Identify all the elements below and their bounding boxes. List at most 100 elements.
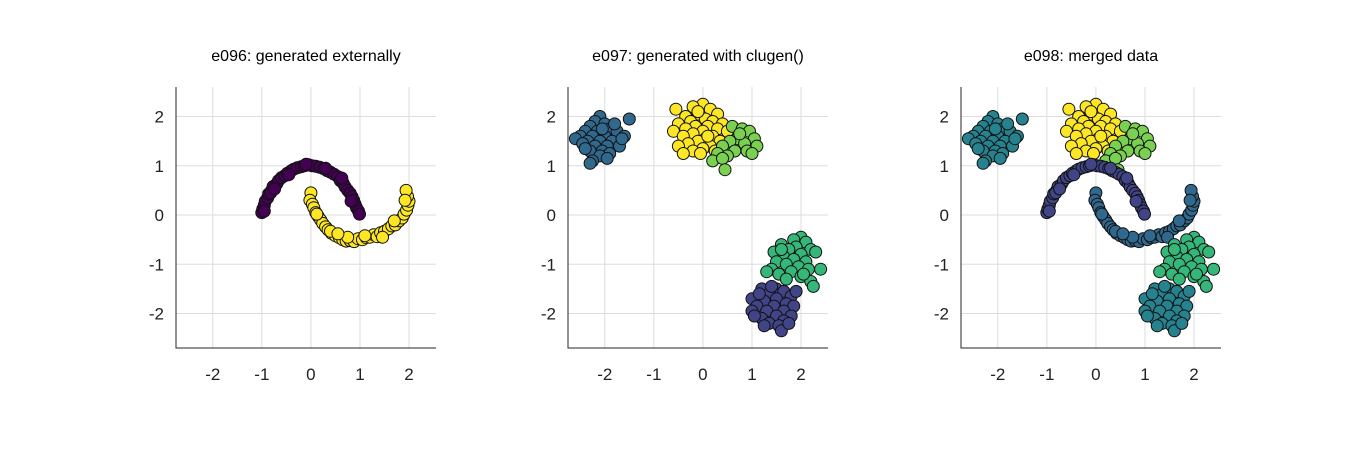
- data-point: [797, 267, 810, 281]
- data-point: [398, 193, 412, 207]
- data-point: [595, 122, 609, 136]
- data-point: [733, 127, 747, 141]
- data-point: [988, 122, 1002, 136]
- data-point: [806, 279, 820, 293]
- data-point: [622, 112, 636, 126]
- y-tick-label: 0: [547, 206, 556, 225]
- data-point: [716, 151, 729, 165]
- data-point: [1129, 194, 1143, 208]
- data-point: [376, 230, 389, 244]
- data-point: [1183, 193, 1197, 207]
- x-tick-label: -2: [990, 365, 1005, 384]
- data-point: [335, 171, 349, 185]
- x-tick-label: 2: [404, 365, 413, 384]
- x-tick-label: 2: [796, 365, 805, 384]
- y-tick-label: 2: [547, 108, 556, 127]
- data-point: [1138, 147, 1152, 160]
- data-point: [1116, 227, 1130, 241]
- data-point: [1008, 132, 1022, 146]
- data-point: [1087, 147, 1100, 160]
- data-point: [1207, 262, 1221, 276]
- axis-spine: [175, 87, 436, 349]
- data-point: [745, 147, 759, 160]
- data-point: [331, 227, 345, 241]
- series-2: [706, 119, 764, 177]
- series-3: [1040, 157, 1151, 221]
- data-point: [1001, 117, 1015, 131]
- data-point: [694, 147, 707, 160]
- data-point: [1158, 279, 1172, 293]
- x-tick-label: 0: [698, 365, 707, 384]
- data-point: [1062, 102, 1076, 116]
- y-tick-label: 1: [547, 157, 556, 176]
- data-point: [1120, 171, 1134, 185]
- data-point: [971, 142, 985, 156]
- x-tick-label: -1: [1039, 365, 1054, 384]
- data-point: [600, 151, 614, 165]
- data-point: [310, 207, 324, 221]
- x-tick-label: -2: [205, 365, 220, 384]
- x-tick-label: 1: [747, 365, 756, 384]
- x-tick-label: 1: [1140, 365, 1149, 384]
- series-5: [1153, 230, 1221, 293]
- y-tick-label: -2: [541, 305, 556, 324]
- data-point: [257, 204, 271, 218]
- data-point: [1053, 182, 1067, 196]
- subplot-clugen-generated: e097: generated with clugen() -2 -1 0 1 2 2 1 0…: [541, 48, 828, 384]
- series-4: [1088, 183, 1201, 249]
- data-point: [1069, 147, 1083, 160]
- data-point: [344, 194, 358, 208]
- series-3: [760, 230, 828, 293]
- y-tick-label: -1: [934, 255, 949, 274]
- data-point: [747, 309, 761, 323]
- y-tick-label: 0: [155, 206, 164, 225]
- data-point: [1153, 265, 1167, 279]
- data-point: [578, 142, 592, 156]
- data-point: [358, 229, 372, 243]
- series-0: [255, 157, 366, 221]
- x-tick-label: 0: [306, 365, 315, 384]
- subplot-externally-generated: e096: generated externally -2 -1 0 1 2 2 1 0 -1 -…: [149, 48, 436, 384]
- x-tick-label: -1: [254, 365, 269, 384]
- data-point: [757, 319, 771, 333]
- series-0: [961, 110, 1029, 170]
- data-point: [353, 207, 366, 221]
- y-tick-label: 1: [940, 157, 949, 176]
- axis-spine: [567, 87, 828, 349]
- data-point: [782, 316, 796, 330]
- data-point: [1140, 309, 1154, 323]
- data-point: [676, 147, 690, 160]
- y-tick-label: 1: [155, 157, 164, 176]
- data-point: [1182, 284, 1196, 298]
- data-point: [779, 272, 793, 286]
- data-point: [1084, 157, 1098, 171]
- data-point: [976, 156, 990, 170]
- y-tick-label: -1: [149, 255, 164, 274]
- data-point: [718, 163, 732, 177]
- data-point: [1202, 245, 1216, 259]
- data-point: [1067, 168, 1081, 182]
- data-point: [268, 182, 282, 196]
- data-point: [760, 265, 774, 279]
- series-6: [1138, 279, 1196, 338]
- data-point: [993, 151, 1007, 165]
- axis-spine: [960, 87, 1221, 349]
- subplot-title: e097: generated with clugen(): [592, 48, 804, 65]
- data-point: [387, 214, 401, 228]
- x-tick-label: 0: [1091, 365, 1100, 384]
- data-point: [752, 287, 766, 301]
- y-tick-label: 0: [940, 206, 949, 225]
- data-point: [299, 157, 313, 171]
- data-point: [1094, 129, 1108, 143]
- data-point: [608, 117, 622, 131]
- x-tick-label: 2: [1189, 365, 1198, 384]
- x-tick-label: 1: [355, 365, 364, 384]
- data-point: [1172, 214, 1186, 228]
- data-point: [1150, 319, 1164, 333]
- data-point: [701, 129, 715, 143]
- data-point: [1145, 287, 1159, 301]
- data-point: [1172, 272, 1186, 286]
- data-point: [319, 161, 333, 175]
- subplot-title: e096: generated externally: [211, 48, 400, 65]
